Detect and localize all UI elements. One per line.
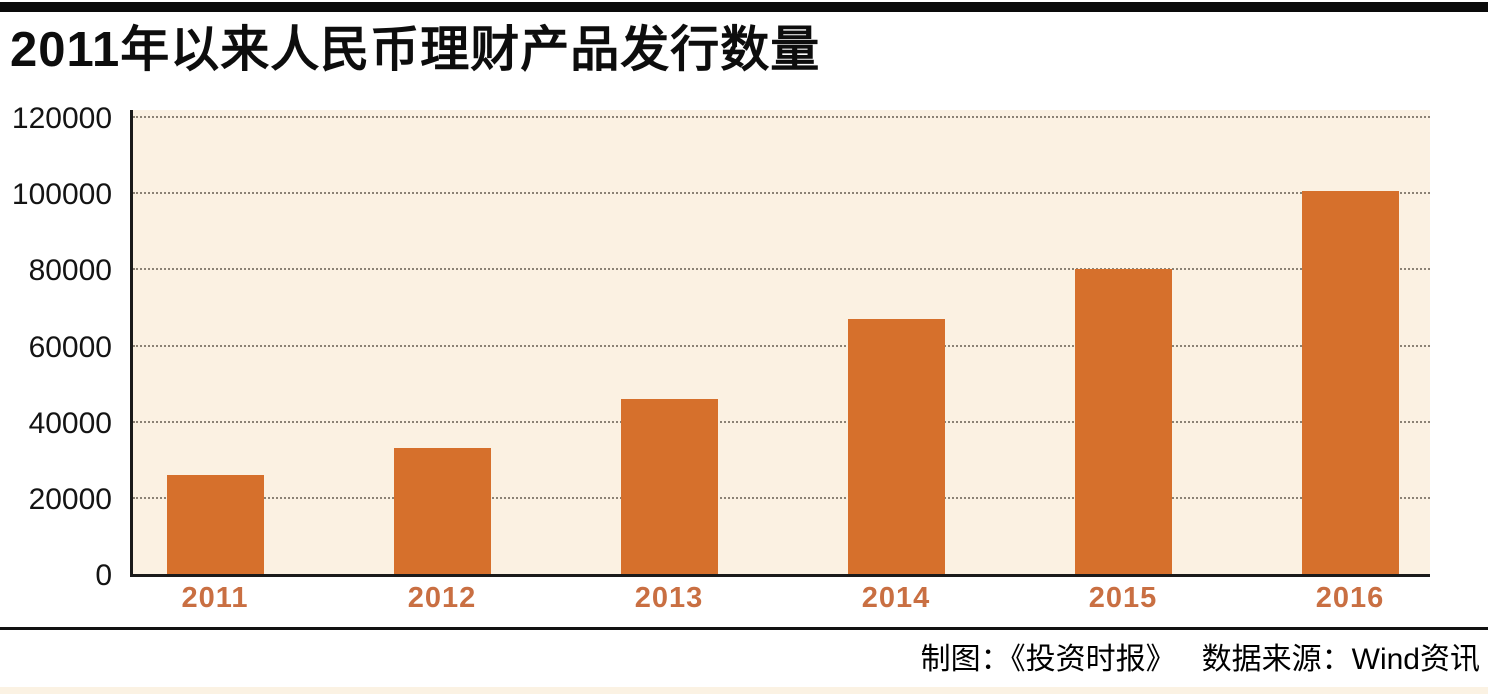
- gridline-80000: [133, 268, 1430, 271]
- bar-2014: [847, 318, 945, 574]
- x-tick-label-2012: 2012: [407, 582, 477, 614]
- bar-2016: [1301, 191, 1399, 574]
- gridline-120000: [133, 116, 1430, 118]
- x-tick-label-2011: 2011: [181, 582, 249, 614]
- bar-2015: [1074, 269, 1172, 574]
- y-tick-label-60000: 60000: [28, 330, 112, 364]
- credit-text: 制图：《投资时报》: [920, 643, 1176, 676]
- x-tick-label-2014: 2014: [861, 582, 931, 614]
- y-tick-label-100000: 100000: [11, 178, 112, 212]
- y-tick-label-120000: 120000: [11, 102, 112, 135]
- y-axis-labels: 0 20000 40000 60000 80000 100000 120000: [0, 102, 112, 592]
- bar-2012: [393, 448, 491, 574]
- x-tick-label-2013: 2013: [634, 582, 704, 614]
- gridline-20000: [133, 496, 1430, 499]
- source-text: 数据来源：Wind资讯: [1201, 643, 1480, 676]
- y-tick-label-20000: 20000: [28, 482, 112, 516]
- attribution: 制图：《投资时报》 数据来源：Wind资讯: [921, 641, 1480, 679]
- y-tick-label-0: 0: [95, 559, 112, 592]
- plot-area: [130, 110, 1430, 577]
- y-tick-label-80000: 80000: [28, 254, 112, 288]
- x-tick-label-2015: 2015: [1088, 582, 1158, 614]
- x-tick-label-2016: 2016: [1315, 582, 1385, 614]
- bar-2013: [620, 398, 718, 574]
- x-axis-labels: 2011 2012 2013 2014 2015 2016: [133, 582, 1430, 624]
- gridline-100000: [133, 192, 1430, 195]
- gridline-60000: [133, 344, 1430, 347]
- gridline-40000: [133, 420, 1430, 423]
- chart-title: 2011年以来人民币理财产品发行数量: [10, 23, 821, 77]
- y-tick-label-40000: 40000: [28, 406, 112, 440]
- top-accent-bar: [0, 2, 1488, 12]
- bar-2011: [166, 474, 264, 574]
- footer-divider: [0, 627, 1488, 630]
- bottom-accent-strip: [0, 687, 1488, 694]
